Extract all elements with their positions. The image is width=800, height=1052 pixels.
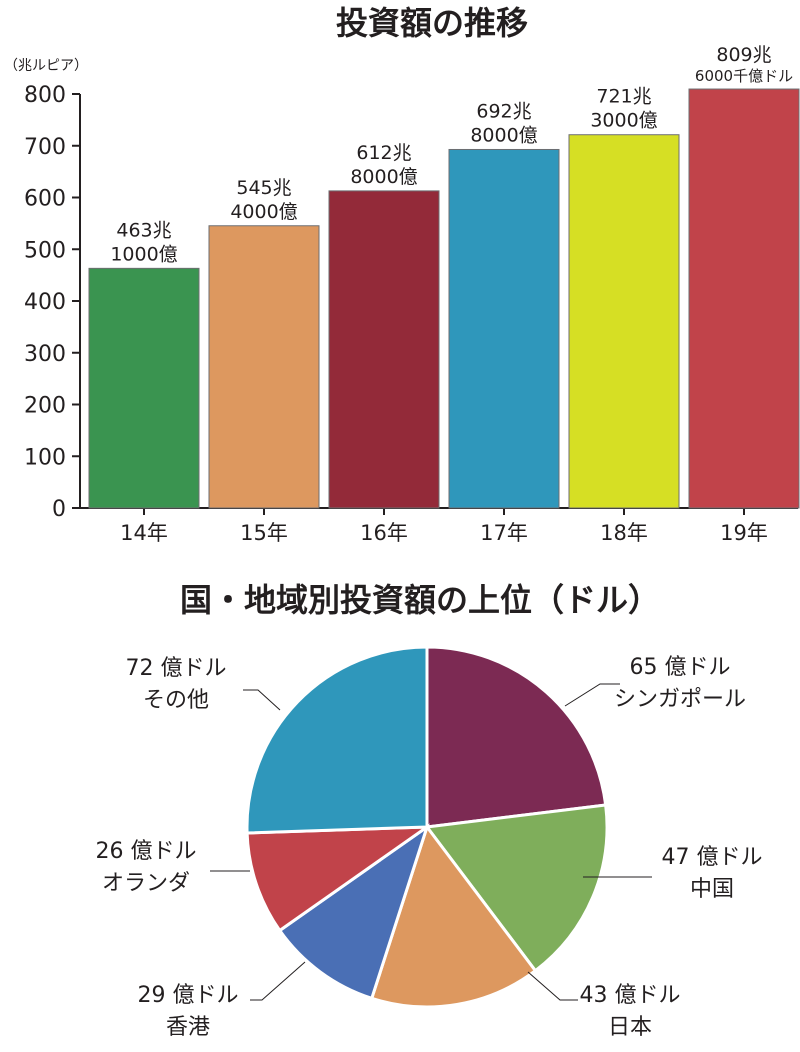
pie-value-label: 72 億ドル	[126, 656, 227, 681]
pie-leader-line	[527, 971, 578, 1001]
bar-data-label: 692兆	[476, 100, 531, 122]
x-tick-label: 18年	[600, 521, 648, 545]
pie-category-label: オランダ	[102, 871, 190, 896]
bar-chart-axes: 0 100 200 300 400 500 600 700 800 14年 15年 16年 17年 18年…	[24, 83, 798, 545]
pie-value-label: 47 億ドル	[662, 845, 763, 870]
pie-category-label: 日本	[608, 1015, 652, 1040]
pie-leader-line	[243, 689, 281, 711]
x-tick-label: 16年	[360, 521, 408, 545]
pie-leader-line	[564, 683, 620, 707]
bar-data-label: 463兆	[116, 219, 171, 241]
bar-data-label: 809兆	[716, 44, 771, 66]
pie-category-label: 香港	[166, 1015, 210, 1040]
pie-chart-slices	[245, 645, 609, 1009]
y-tick-label: 800	[24, 83, 66, 108]
bar-17年	[448, 148, 560, 509]
x-tick-label: 15年	[240, 521, 288, 545]
x-tick-label: 17年	[480, 521, 528, 545]
pie-chart-title: 国・地域別投資額の上位（ドル）	[180, 581, 660, 619]
y-tick-label: 300	[24, 342, 66, 367]
pie-slice-オランダ	[245, 825, 432, 933]
bar-16年	[328, 190, 440, 509]
bar-data-label: 721兆	[596, 86, 651, 108]
bar-data-label: 8000億	[350, 166, 417, 188]
bar-chart-unit-label: （兆ルピア）	[4, 58, 88, 74]
bar-data-label: 6000千億ドル	[695, 67, 793, 85]
y-tick-label: 400	[24, 290, 66, 315]
pie-slice-シンガポール	[425, 645, 608, 829]
bar-chart-bars: 463兆1000億545兆4000億612兆8000億692兆8000億721兆…	[88, 44, 800, 509]
pie-category-label: その他	[143, 688, 209, 713]
y-tick-label: 600	[24, 187, 66, 212]
y-tick-label: 0	[52, 497, 66, 522]
bar-18年	[568, 134, 680, 509]
pie-value-label: 65 億ドル	[630, 655, 731, 680]
bar-data-label: 612兆	[356, 142, 411, 164]
pie-leader-line	[250, 961, 306, 1001]
x-tick-label: 14年	[120, 521, 168, 545]
pie-category-label: シンガポール	[614, 687, 746, 712]
bar-data-label: 545兆	[236, 177, 291, 199]
y-tick-label: 500	[24, 238, 66, 263]
pie-slice-香港	[277, 823, 430, 1001]
bar-data-label: 3000億	[590, 110, 657, 132]
pie-slice-中国	[424, 803, 609, 973]
bar-data-label: 4000億	[230, 201, 297, 223]
y-tick-label: 700	[24, 135, 66, 160]
pie-slice-その他	[245, 645, 429, 835]
bar-15年	[208, 225, 320, 509]
pie-category-label: 中国	[690, 877, 734, 902]
bar-data-label: 1000億	[110, 243, 177, 265]
y-tick-label: 100	[24, 445, 66, 470]
x-tick-label: 19年	[720, 521, 768, 545]
bar-data-label: 8000億	[470, 124, 537, 146]
bar-14年	[88, 267, 200, 509]
pie-value-label: 29 億ドル	[138, 983, 239, 1008]
bar-19年	[688, 88, 800, 509]
pie-value-label: 26 億ドル	[96, 839, 197, 864]
pie-value-label: 43 億ドル	[580, 983, 681, 1008]
y-tick-label: 200	[24, 394, 66, 419]
bar-chart-title: 投資額の推移	[336, 4, 528, 42]
